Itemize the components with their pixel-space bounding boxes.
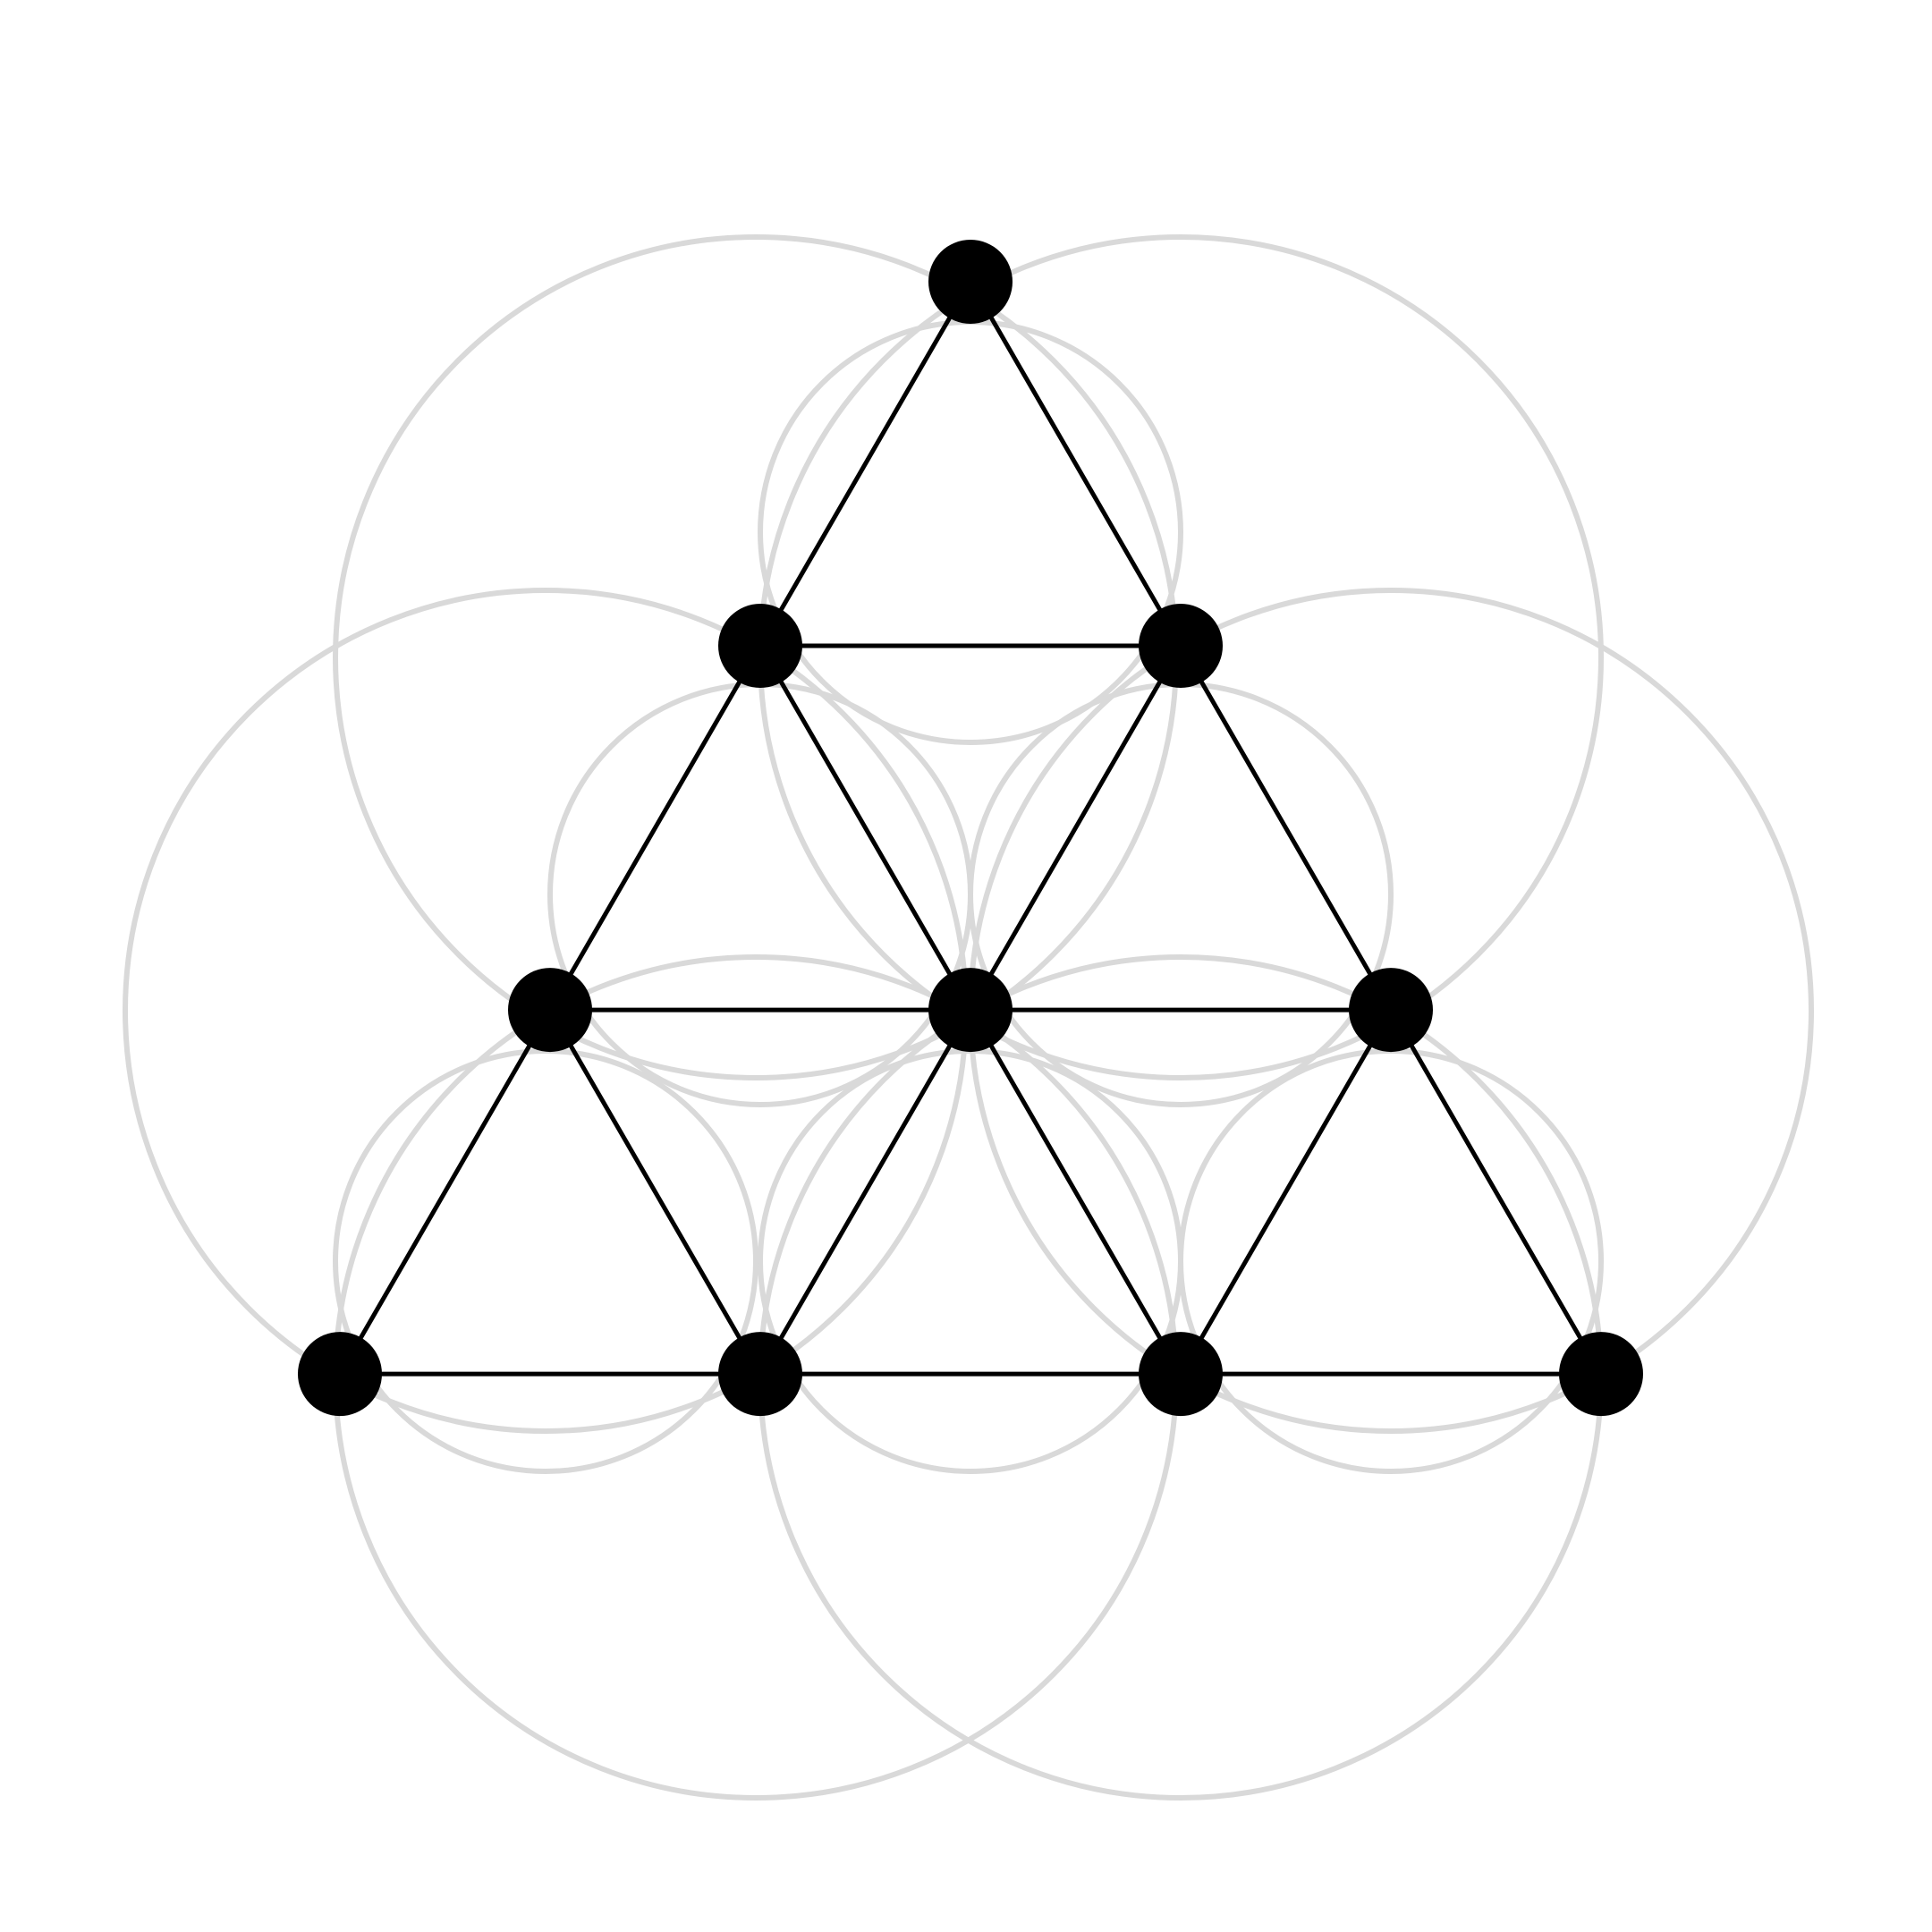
edge-n4-n8: [968, 1007, 1183, 1377]
edge-n5-n9: [1388, 1007, 1604, 1377]
node-n3: [508, 968, 592, 1053]
edge-n2-n5: [1178, 643, 1394, 1013]
edge-n0-n2: [968, 279, 1183, 648]
node-n8: [1139, 1332, 1223, 1417]
node-n7: [718, 1332, 802, 1417]
edge-n3-n6: [337, 1007, 553, 1377]
node-n9: [1559, 1332, 1643, 1417]
node-n0: [928, 240, 1013, 324]
node-n2: [1139, 604, 1223, 689]
edge-n2-n4: [968, 643, 1183, 1013]
node-n5: [1349, 968, 1433, 1053]
edge-n5-n8: [1178, 1007, 1394, 1377]
edge-n4-n7: [758, 1007, 973, 1377]
edge-n3-n7: [547, 1007, 763, 1377]
guide-circle-small-mid-right: [968, 682, 1394, 1107]
node-n1: [718, 604, 802, 689]
edges-layer: [337, 279, 1604, 1377]
node-n6: [298, 1332, 382, 1417]
edge-n1-n4: [758, 643, 973, 1013]
edge-n0-n1: [758, 279, 973, 648]
guide-circle-small-mid-left: [547, 682, 973, 1107]
edge-n1-n3: [547, 643, 763, 1013]
nodes-layer: [298, 240, 1643, 1417]
node-n4: [928, 968, 1013, 1053]
